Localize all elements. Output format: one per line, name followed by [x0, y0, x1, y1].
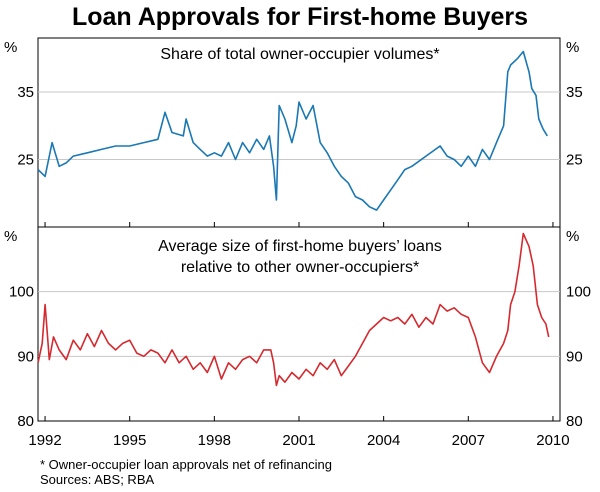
panel-loan-size-unit-right: %	[566, 228, 579, 245]
ytick-left-share-1: 35	[17, 84, 34, 101]
xtick-label-6: 2010	[536, 432, 569, 449]
ytick-right-loan-size-2: 100	[566, 284, 591, 301]
panel-share-unit-left: %	[4, 39, 17, 56]
footnote: * Owner-occupier loan approvals net of r…	[40, 457, 332, 472]
ytick-right-loan-size-0: 80	[566, 413, 583, 430]
chart-title: Loan Approvals for First-home Buyers	[72, 3, 528, 31]
ytick-left-loan-size-2: 100	[9, 284, 34, 301]
xtick-label-3: 2001	[282, 432, 315, 449]
panel-loan-size-title-line2: relative to other owner-occupiers*	[181, 259, 419, 276]
xtick-label-0: 1992	[28, 432, 61, 449]
panel-loan-size-frame	[37, 226, 561, 422]
ytick-right-share-1: 35	[566, 84, 583, 101]
panel-loan-size-title-line1: Average size of first-home buyers’ loans	[158, 238, 442, 255]
panel-loan-size-unit-left: %	[4, 228, 17, 245]
xtick-label-2: 1998	[198, 432, 231, 449]
xtick-label-5: 2007	[452, 432, 485, 449]
ytick-left-share-0: 25	[17, 152, 34, 169]
xtick-label-4: 2004	[367, 432, 400, 449]
panel-loan-size: % % Average size of first-home buyers’ l…	[4, 226, 591, 430]
sources: Sources: ABS; RBA	[40, 472, 154, 487]
xtick-label-1: 1995	[113, 432, 146, 449]
panel-share-unit-right: %	[566, 39, 579, 56]
ytick-left-loan-size-1: 90	[17, 348, 34, 365]
ytick-right-loan-size-1: 90	[566, 348, 583, 365]
ytick-right-share-0: 25	[566, 152, 583, 169]
panel-share: % % Share of total owner-occupier volume…	[4, 37, 583, 228]
ytick-left-loan-size-0: 80	[17, 413, 34, 430]
series-line-loan-size	[37, 232, 550, 387]
series-line-share	[37, 50, 548, 211]
panel-share-title: Share of total owner-occupier volumes*	[160, 46, 439, 63]
panel-share-frame	[37, 37, 561, 228]
